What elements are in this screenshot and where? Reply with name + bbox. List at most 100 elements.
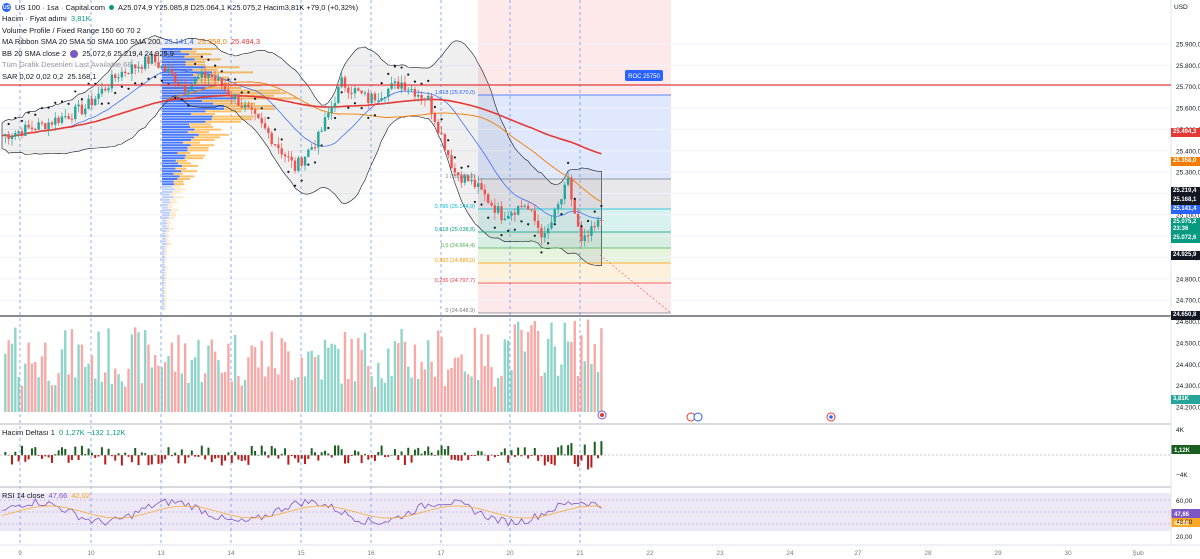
volume-profile-bar bbox=[162, 235, 167, 238]
volume-profile-bar bbox=[173, 180, 184, 183]
volume-bar bbox=[260, 340, 263, 412]
us-economic-event-icon[interactable] bbox=[686, 412, 703, 422]
delta-bar bbox=[147, 455, 150, 466]
sar-dot bbox=[400, 66, 403, 69]
volume-profile-bar bbox=[162, 193, 170, 196]
delta-bar bbox=[593, 441, 596, 456]
volume-profile-bar bbox=[212, 71, 253, 74]
flag-marker-icon[interactable] bbox=[597, 410, 607, 420]
eye-icon[interactable] bbox=[70, 49, 79, 58]
volume-bar bbox=[80, 344, 84, 412]
volume-profile-bar bbox=[224, 105, 276, 108]
volume-profile-bar bbox=[193, 81, 220, 84]
ma-ribbon-legend[interactable]: MA Ribbon SMA 20 SMA 50 SMA 100 SMA 200 … bbox=[2, 37, 260, 46]
volume-bar bbox=[117, 374, 120, 412]
volume-bar bbox=[420, 361, 423, 412]
fib-level-label: 0,5 (24.964,4) bbox=[441, 243, 475, 249]
volume-bar bbox=[500, 375, 503, 412]
delta-bar bbox=[137, 455, 140, 466]
candle-body bbox=[343, 77, 347, 88]
volume-bar bbox=[280, 338, 283, 412]
candle-body bbox=[124, 71, 127, 74]
delta-bar bbox=[47, 455, 50, 458]
volume-legend[interactable]: Hacim · Fiyat adımı 3,81K bbox=[2, 14, 91, 23]
volume-profile-bar bbox=[162, 79, 198, 82]
candle-body bbox=[190, 84, 194, 91]
volume-delta-legend[interactable]: Hacim Deltası 1 0 1,27K −132 1,12K bbox=[2, 428, 125, 437]
sar-dot bbox=[114, 91, 117, 95]
price-axis-badge: 25.141,4 bbox=[1171, 205, 1200, 214]
volume-bar bbox=[390, 375, 393, 412]
delta-bar bbox=[224, 455, 227, 461]
delta-bar bbox=[210, 455, 213, 463]
volume-profile-bar bbox=[165, 232, 169, 235]
delta-bar bbox=[77, 455, 80, 460]
delta-bar bbox=[410, 455, 413, 463]
sar-dot bbox=[360, 107, 363, 110]
volume-bar bbox=[596, 371, 600, 412]
vpfr-legend[interactable]: Volume Profile / Fixed Range 150 60 70 2 bbox=[2, 26, 141, 35]
delta-bar bbox=[343, 455, 346, 464]
volume-profile-bar bbox=[162, 204, 168, 206]
volume-profile-bar bbox=[197, 79, 228, 82]
delta-bar bbox=[180, 449, 183, 456]
time-tick: 22 bbox=[646, 550, 654, 557]
volume-bar bbox=[134, 327, 137, 412]
volume-profile-bar bbox=[178, 162, 192, 165]
symbol-title[interactable]: US 100 · 1sa · Capital.com bbox=[15, 3, 106, 12]
volume-profile-bar bbox=[192, 48, 218, 50]
delta-bar bbox=[87, 448, 90, 456]
volume-bar bbox=[77, 344, 80, 412]
candle-body bbox=[546, 228, 550, 234]
candle-body bbox=[580, 226, 583, 242]
candle-body bbox=[513, 212, 517, 215]
volume-profile-bar bbox=[175, 167, 187, 170]
candle-body bbox=[496, 206, 500, 213]
candle-body bbox=[540, 227, 543, 238]
delta-bar bbox=[284, 448, 287, 456]
volume-profile-bar bbox=[162, 102, 214, 105]
bb-legend[interactable]: BB 20 SMA close 2 25.072,6 25.219,4 24.9… bbox=[2, 49, 174, 58]
delta-bar bbox=[324, 450, 327, 456]
volume-profile-bar bbox=[184, 157, 204, 160]
delta-bar bbox=[204, 455, 207, 460]
volume-bar bbox=[486, 334, 490, 412]
symbol-header[interactable]: US US 100 · 1sa · Capital.com A25.074,9 … bbox=[2, 3, 358, 12]
delta-bar bbox=[473, 455, 476, 456]
volume-bar bbox=[340, 383, 343, 412]
volume-profile-bar bbox=[164, 302, 166, 305]
us-economic-event-icon[interactable] bbox=[826, 412, 836, 422]
volume-profile-bar bbox=[162, 188, 176, 191]
volume-bar bbox=[250, 345, 253, 412]
delta-bar bbox=[530, 455, 533, 456]
sma50-value: 25.358,0 bbox=[197, 37, 227, 46]
volume-bar bbox=[453, 357, 457, 412]
volume-bar bbox=[267, 366, 270, 412]
delta-bar bbox=[264, 451, 267, 456]
fib-level-label: 1 (25.280,0) bbox=[445, 174, 475, 180]
sar-dot bbox=[333, 116, 337, 120]
patterns-legend[interactable]: Tüm Grafik Desenleri Last Available 68 bbox=[2, 60, 132, 69]
delta-bar bbox=[40, 455, 43, 459]
sar-dot bbox=[440, 118, 443, 121]
delta-bar bbox=[117, 453, 120, 456]
candle-body bbox=[40, 122, 44, 124]
volume-bar bbox=[90, 355, 94, 412]
volume-profile-bar bbox=[165, 266, 168, 269]
candle-body bbox=[17, 131, 20, 133]
volume-profile-bar bbox=[162, 214, 170, 217]
volume-profile-bar bbox=[162, 240, 167, 243]
sar-legend[interactable]: SAR 0,02 0,02 0,2 25.168,1 bbox=[2, 72, 97, 81]
volume-profile-bar bbox=[172, 191, 181, 193]
delta-bar bbox=[450, 455, 453, 460]
candle-body bbox=[473, 179, 477, 187]
delta-bar bbox=[430, 452, 433, 456]
target-label-box[interactable] bbox=[625, 70, 663, 81]
volume-bar bbox=[143, 330, 147, 412]
delta-bar bbox=[357, 451, 360, 456]
candle-body bbox=[143, 56, 147, 69]
volume-bar bbox=[357, 338, 360, 412]
rsi-legend[interactable]: RSI 14 close 47,66 42,02 bbox=[2, 491, 90, 500]
delta-bar bbox=[587, 455, 590, 470]
